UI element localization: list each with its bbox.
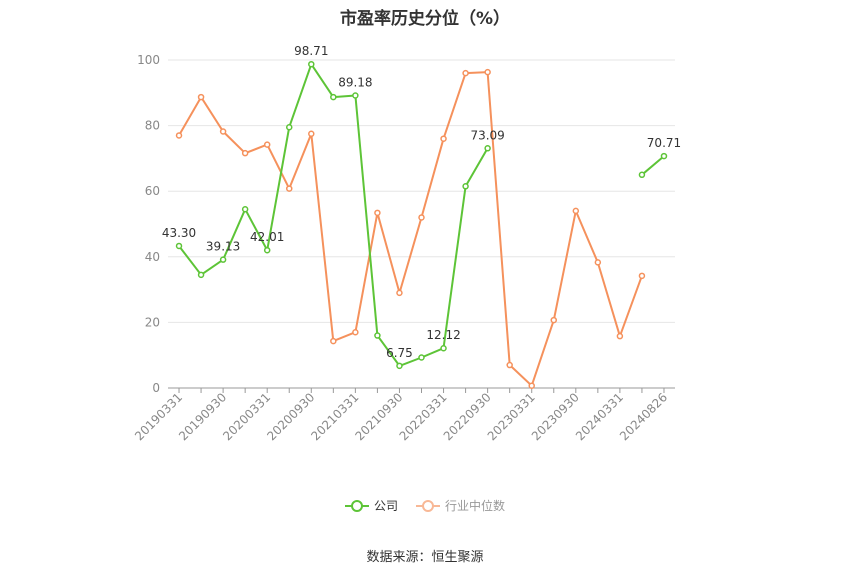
industry-point-20190930 — [219, 128, 227, 135]
legend-industry-symbol — [416, 499, 440, 513]
company-point-20240630 — [638, 171, 646, 179]
company-data-label-20190331: 43.30 — [162, 226, 196, 240]
y-tick-label-20: 20 — [145, 315, 160, 329]
industry-point-20220930 — [484, 68, 491, 76]
company-point-20210331 — [352, 92, 359, 99]
company-data-label-20210930: 6.75 — [386, 346, 413, 360]
company-point-20190630 — [197, 271, 205, 279]
company-point-20240826 — [660, 152, 668, 160]
data-source: 数据来源：恒生聚源 — [366, 550, 484, 565]
company-point-20210630 — [374, 332, 381, 339]
company-point-20211231 — [418, 354, 425, 361]
company-point-20220630 — [462, 183, 469, 190]
industry-point-20201231 — [330, 337, 337, 345]
industry-point-20230930 — [572, 207, 580, 215]
industry-point-20240331 — [616, 332, 624, 340]
chart-title: 市盈率历史分位（%） — [339, 9, 511, 29]
legend-company-symbol — [344, 499, 369, 513]
company-data-label-20220930: 73.09 — [470, 128, 504, 142]
company-point-20201231 — [330, 93, 337, 101]
company-data-label-20220331: 12.12 — [426, 328, 460, 342]
industry-point-20230331 — [528, 382, 535, 389]
company-point-20220930 — [484, 145, 491, 152]
company-point-20220331 — [440, 344, 447, 352]
legend-item-industry[interactable]: 行业中位数 — [416, 497, 505, 514]
legend-company-label: 公司 — [373, 499, 398, 513]
company-point-20190930 — [219, 256, 227, 263]
company-point-20191231 — [241, 205, 249, 213]
y-tick-label-80: 80 — [145, 119, 160, 133]
industry-point-20190331 — [175, 132, 183, 139]
legend-item-company[interactable]: 公司 — [344, 497, 398, 514]
industry-point-20191231 — [241, 149, 249, 157]
company-point-20200630 — [285, 123, 293, 131]
y-tick-label-100: 100 — [137, 53, 160, 67]
company-data-label-20190930: 39.13 — [206, 240, 240, 254]
legend-industry-label: 行业中位数 — [445, 499, 506, 513]
y-tick-label-0: 0 — [152, 381, 160, 395]
industry-series-line — [178, 71, 643, 387]
company-point-20190331 — [175, 242, 183, 250]
company-data-label-20210331: 89.18 — [338, 75, 372, 89]
industry-point-20210930 — [396, 289, 403, 297]
company-point-20210930 — [396, 362, 403, 370]
x-tick-label-20240826: 20240826 — [617, 390, 670, 443]
company-data-label-20240826: 70.71 — [647, 136, 681, 150]
industry-point-20200331 — [263, 141, 271, 148]
industry-point-20210331 — [352, 328, 359, 336]
industry-point-20220630 — [462, 69, 469, 77]
company-point-20200331 — [263, 246, 271, 254]
industry-point-20210630 — [374, 209, 381, 217]
industry-point-20200930 — [308, 130, 315, 138]
industry-point-20240630 — [638, 272, 646, 280]
industry-point-20190630 — [197, 93, 205, 101]
industry-point-20211231 — [418, 214, 425, 221]
company-data-label-20200331: 42.01 — [250, 230, 284, 244]
industry-point-20200630 — [285, 185, 293, 192]
legend: 公司 行业中位数 — [0, 497, 850, 514]
industry-point-20221231 — [506, 361, 513, 369]
y-tick-label-40: 40 — [145, 250, 160, 264]
industry-point-20231231 — [594, 259, 602, 266]
industry-point-20230630 — [550, 316, 558, 324]
industry-point-20220331 — [440, 135, 447, 142]
company-data-label-20200930: 98.71 — [294, 44, 328, 58]
y-tick-label-60: 60 — [145, 184, 160, 198]
company-point-20200930 — [308, 60, 315, 68]
